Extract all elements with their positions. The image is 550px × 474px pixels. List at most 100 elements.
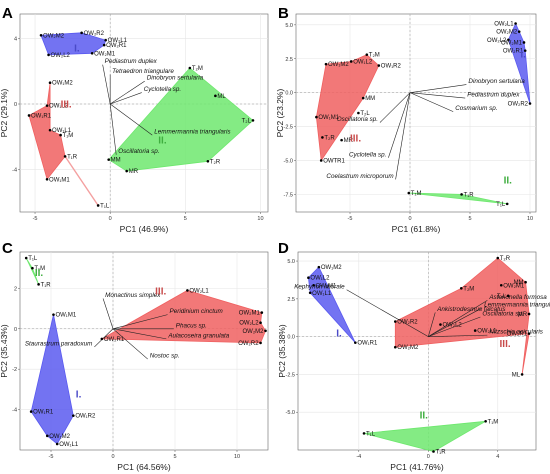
y-tick-label: 4	[14, 37, 17, 43]
point-label: MM	[514, 280, 524, 286]
sample-point	[52, 313, 55, 316]
loading-vector	[388, 92, 411, 158]
sample-point	[308, 291, 312, 295]
x-tick-label: -5	[33, 216, 38, 222]
point-label: MR	[129, 169, 139, 175]
loading-vector	[112, 328, 148, 360]
y-tick-label: -2.5	[284, 125, 293, 131]
vector-label: Ankistrodesmus falcatus	[436, 306, 506, 313]
group-label: III.	[350, 133, 361, 144]
point-label: T₁L	[496, 202, 506, 208]
sample-point	[37, 283, 40, 286]
point-label: OW₁R1	[31, 113, 52, 119]
panel-c: Monactinus simplex Peridinium cinctum Phac…	[0, 240, 269, 472]
loading-vector	[346, 289, 429, 337]
y-tick-label: 5.0	[285, 23, 293, 29]
sample-point	[55, 442, 59, 446]
y-axis-label: PC2 (35.43%)	[0, 324, 9, 378]
point-label: OW₂R2	[508, 102, 529, 108]
loading-vector	[428, 312, 436, 337]
group-label: II.	[504, 176, 513, 187]
sample-point	[96, 204, 100, 207]
sample-point	[527, 312, 531, 316]
y-tick-label: 0.0	[285, 91, 293, 97]
vector-label: Oscillatoria sp.	[118, 148, 159, 155]
point-label: OW₂M2	[243, 329, 265, 335]
sample-point	[59, 133, 62, 137]
point-label: MM	[365, 96, 375, 102]
loading-vector	[110, 103, 153, 136]
sample-point	[520, 373, 524, 376]
point-label: T₂L	[360, 111, 370, 117]
point-label: OW₂M1	[94, 51, 116, 57]
sample-point	[317, 265, 321, 269]
point-label: OW₂R1	[104, 337, 125, 343]
point-label: OW₂L2	[51, 53, 71, 59]
point-label: OW₁L2	[353, 59, 373, 65]
sample-point	[522, 41, 526, 44]
group-label: I.	[74, 44, 80, 55]
point-label: MM	[111, 158, 121, 164]
x-tick-label: 5	[184, 216, 187, 222]
vector-label: Pediastrum duplex	[105, 58, 158, 65]
sample-point	[505, 202, 509, 206]
loading-vector	[112, 328, 167, 340]
x-tick-label: 0	[111, 454, 114, 460]
loading-vector	[110, 92, 142, 105]
sample-point	[27, 114, 31, 117]
point-label: OW₂M2	[397, 345, 419, 351]
point-label: OW₂M1	[503, 283, 525, 289]
sample-point	[527, 332, 531, 335]
sample-point	[362, 432, 366, 435]
point-label: T₂M	[369, 53, 380, 59]
sample-point	[260, 311, 264, 314]
point-label: MR	[518, 312, 528, 318]
group-hull	[408, 192, 508, 205]
sample-point	[29, 410, 33, 413]
sample-point	[407, 191, 411, 195]
x-tick-label: -4	[356, 454, 361, 460]
loading-vector	[110, 80, 145, 105]
sample-point	[528, 102, 532, 105]
sample-point	[259, 341, 262, 345]
y-tick-label: -4	[12, 408, 17, 414]
point-label: OW₁M1	[49, 177, 70, 183]
loading-vector	[102, 64, 111, 105]
sample-point	[24, 256, 28, 260]
loading-vector	[409, 84, 467, 93]
point-label: T₁L	[100, 203, 110, 209]
point-label: OW₁L1	[59, 442, 79, 448]
loading-vector	[428, 307, 483, 337]
point-label: OW₁L2	[49, 104, 69, 110]
sample-point	[459, 286, 463, 290]
point-label: T₁M	[488, 419, 499, 425]
group-label: I.	[520, 49, 526, 60]
x-tick-label: 4	[496, 454, 499, 460]
x-tick-label: 10	[234, 454, 240, 460]
point-label: T₁L	[28, 256, 38, 262]
group-label: III.	[155, 286, 166, 297]
vector-label: Dinobryon sertularia	[147, 75, 204, 82]
sample-point	[340, 138, 343, 142]
sample-point	[319, 159, 323, 162]
point-label: OW₂L2	[442, 323, 462, 329]
x-tick-label: -5	[49, 454, 54, 460]
panel-letter: A	[2, 5, 13, 22]
point-label: T₂M	[192, 66, 203, 72]
sample-point	[186, 289, 189, 292]
panel-letter: D	[278, 240, 289, 257]
loading-vector	[409, 92, 454, 112]
sample-point	[377, 64, 381, 67]
sample-point	[48, 128, 52, 132]
x-tick-label: -5	[348, 216, 353, 222]
vector-label: Oscillatoria sp.	[337, 116, 378, 123]
group-label: III.	[61, 99, 72, 110]
point-label: OW₂R2	[238, 341, 259, 347]
point-label: T₂R	[324, 135, 335, 141]
vector-label: Oscillatoria sp.	[482, 310, 523, 317]
loading-vector	[395, 92, 411, 180]
panel-letter: C	[2, 240, 13, 257]
point-label: OW₁M2	[321, 265, 342, 271]
sample-point	[432, 450, 435, 453]
